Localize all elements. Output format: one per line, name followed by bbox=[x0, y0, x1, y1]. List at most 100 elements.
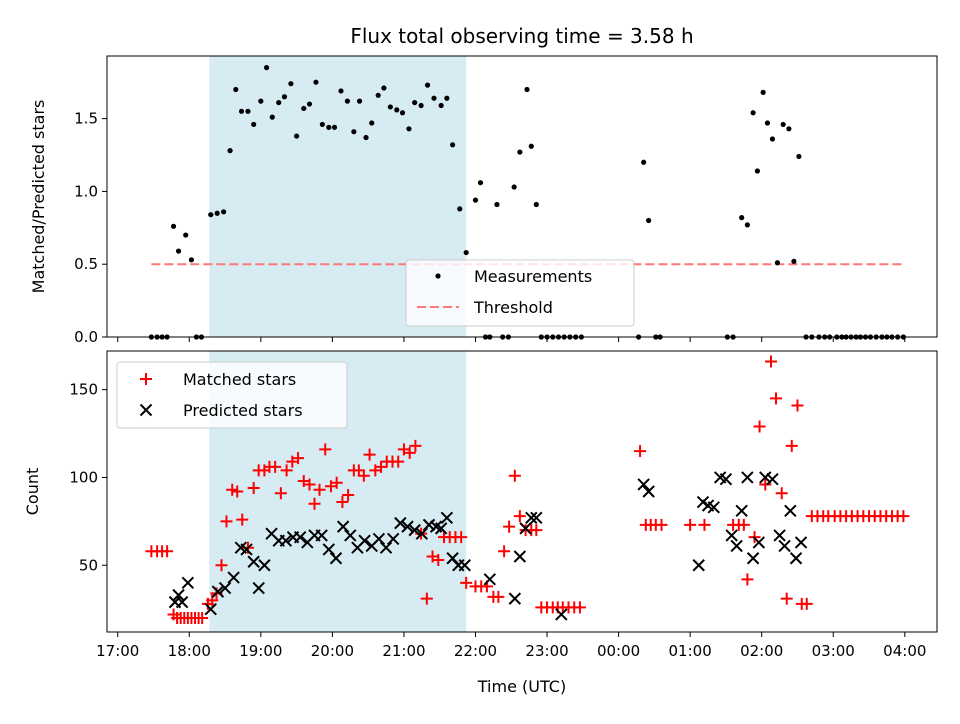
legend-label-measurements: Measurements bbox=[474, 267, 592, 286]
matched-star-point bbox=[785, 439, 798, 452]
measurement-point bbox=[533, 201, 539, 208]
predicted-star-point bbox=[719, 472, 733, 486]
matched-star-point bbox=[292, 452, 305, 465]
matched-star-point bbox=[420, 592, 433, 605]
measurement-point bbox=[175, 248, 182, 254]
matched-star-point bbox=[280, 464, 293, 477]
legend-marker-measurements bbox=[435, 273, 441, 279]
x-tick-label: 21:00 bbox=[382, 642, 425, 660]
predicted-star-point bbox=[525, 511, 538, 525]
matched-star-point bbox=[897, 510, 910, 523]
matched-star-point bbox=[236, 513, 249, 526]
predicted-star-point bbox=[329, 552, 343, 565]
predicted-star-point bbox=[252, 581, 265, 595]
measurement-point bbox=[294, 133, 300, 139]
matched-star-point bbox=[741, 573, 754, 586]
predicted-star-point bbox=[279, 534, 293, 547]
measurement-point bbox=[412, 99, 418, 106]
matched-star-point bbox=[508, 469, 521, 482]
matched-star-point bbox=[231, 485, 244, 498]
matched-star-point bbox=[392, 455, 405, 468]
measurement-point bbox=[431, 95, 437, 101]
measurement-point bbox=[750, 110, 756, 116]
measurement-point bbox=[754, 168, 761, 174]
matched-star-point bbox=[274, 487, 287, 500]
measurement-point bbox=[356, 98, 363, 104]
matched-star-point bbox=[753, 420, 766, 433]
x-tick-label: 17:00 bbox=[96, 642, 139, 660]
matched-star-point bbox=[161, 545, 174, 558]
predicted-star-point bbox=[408, 523, 421, 537]
predicted-star-point bbox=[789, 552, 803, 565]
measurement-point bbox=[472, 197, 479, 203]
matched-star-point bbox=[530, 524, 543, 537]
measurement-point bbox=[387, 104, 393, 110]
matched-star-point bbox=[336, 496, 349, 509]
matched-star-point bbox=[573, 601, 586, 614]
measurement-point bbox=[281, 94, 288, 100]
matched-star-point bbox=[303, 478, 316, 491]
matched-star-point bbox=[655, 518, 668, 531]
predicted-star-point bbox=[794, 536, 808, 549]
predicted-star-point bbox=[181, 576, 195, 590]
measurement-point bbox=[338, 88, 344, 94]
measurement-point bbox=[444, 95, 450, 101]
legend-marker-matched bbox=[140, 373, 152, 385]
measurement-point bbox=[791, 258, 797, 264]
predicted-star-point bbox=[379, 541, 393, 554]
matched-star-point bbox=[775, 487, 788, 500]
predicted-star-point bbox=[344, 529, 357, 542]
predicted-star-point bbox=[519, 522, 532, 535]
predicted-star-point bbox=[741, 471, 754, 484]
matched-star-point bbox=[313, 483, 326, 496]
predicted-star-point bbox=[778, 539, 791, 553]
matched-star-point bbox=[357, 469, 370, 482]
predicted-star-point bbox=[227, 571, 240, 584]
predicted-star-point bbox=[394, 516, 407, 530]
bottom-y-tick-label: 100 bbox=[69, 468, 98, 486]
predicted-star-point bbox=[458, 559, 471, 572]
measurement-point bbox=[227, 148, 233, 154]
measurement-point bbox=[463, 249, 469, 256]
bottom-legend: Matched stars Predicted stars bbox=[116, 361, 348, 429]
predicted-star-point bbox=[642, 485, 655, 498]
bottom-y-ticks: 50 100 150 bbox=[69, 381, 107, 574]
measurement-point bbox=[313, 79, 319, 85]
predicted-star-point bbox=[508, 592, 522, 605]
predicted-star-point bbox=[175, 595, 189, 609]
x-tick-label: 04:00 bbox=[883, 642, 926, 660]
measurement-point bbox=[438, 102, 444, 109]
matched-star-point bbox=[375, 460, 388, 473]
count-panel: 50 100 150 17:00 18:00 19:00 20:00 21:00 22:00 2… bbox=[23, 350, 938, 696]
measurement-point bbox=[641, 159, 647, 165]
predicted-star-point bbox=[204, 602, 217, 616]
predicted-star-point bbox=[422, 518, 436, 532]
measurement-point bbox=[276, 99, 282, 106]
legend-label-predicted: Predicted stars bbox=[183, 401, 303, 420]
measurement-point bbox=[646, 217, 652, 224]
measurement-point bbox=[517, 149, 523, 155]
predicted-star-point bbox=[211, 585, 225, 598]
measurement-point bbox=[457, 206, 463, 212]
bottom-y-axis-label: Count bbox=[23, 468, 42, 516]
predicted-star-points bbox=[168, 471, 808, 621]
matched-star-point bbox=[269, 460, 282, 473]
matched-star-point bbox=[765, 355, 777, 368]
top-y-axis-label: Matched/Predicted stars bbox=[29, 100, 48, 294]
x-tick-label: 19:00 bbox=[239, 642, 282, 660]
measurement-point bbox=[319, 121, 325, 128]
predicted-star-point bbox=[386, 532, 400, 546]
measurement-point bbox=[170, 223, 177, 229]
matched-star-point bbox=[308, 497, 321, 510]
bottom-x-ticks: 17:00 18:00 19:00 20:00 21:00 22:00 23:00 00:00… bbox=[96, 632, 926, 660]
measurement-point bbox=[306, 101, 313, 107]
legend-label-matched: Matched stars bbox=[183, 370, 296, 389]
measurement-point bbox=[183, 232, 189, 238]
measurement-point bbox=[511, 184, 517, 190]
predicted-star-point bbox=[218, 581, 232, 595]
matched-star-point bbox=[247, 481, 260, 494]
measurement-point bbox=[394, 107, 400, 113]
measurement-point bbox=[214, 210, 220, 216]
top-y-tick-label: 0.0 bbox=[74, 328, 98, 346]
bottom-legend-box bbox=[116, 361, 348, 429]
